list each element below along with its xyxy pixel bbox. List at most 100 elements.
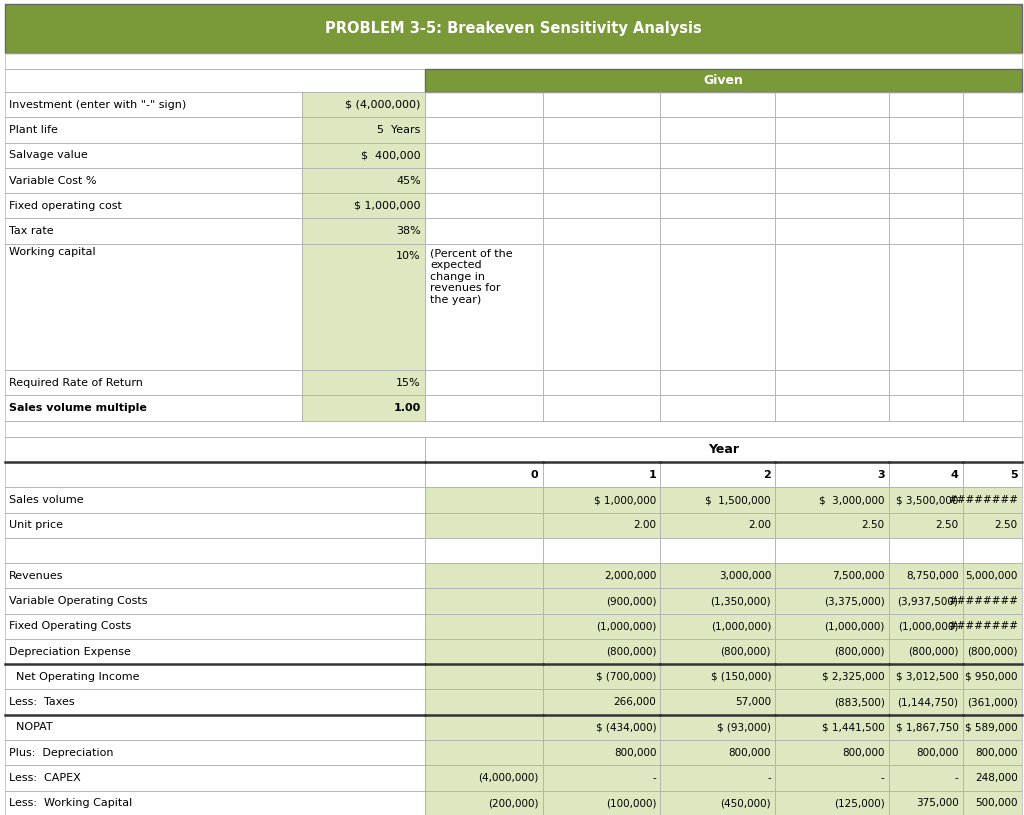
Bar: [963, 143, 1022, 168]
Bar: [660, 740, 775, 765]
Text: $ 1,000,000: $ 1,000,000: [354, 200, 421, 211]
Bar: [775, 193, 889, 218]
Bar: [302, 193, 425, 218]
Text: (3,375,000): (3,375,000): [824, 596, 885, 606]
Text: 500,000: 500,000: [975, 798, 1018, 808]
Bar: [889, 487, 963, 513]
Bar: [963, 244, 1022, 370]
Bar: [425, 765, 543, 791]
Text: ########: ########: [948, 495, 1018, 505]
Bar: [425, 715, 543, 740]
Text: $ 589,000: $ 589,000: [966, 722, 1018, 733]
Bar: [660, 143, 775, 168]
Bar: [425, 563, 543, 588]
Bar: [543, 513, 660, 538]
Bar: [425, 588, 543, 614]
Text: $ 1,441,500: $ 1,441,500: [822, 722, 885, 733]
Bar: [660, 715, 775, 740]
Text: (1,000,000): (1,000,000): [898, 621, 958, 632]
Bar: [889, 740, 963, 765]
Bar: [775, 614, 889, 639]
Bar: [543, 117, 660, 143]
Bar: [775, 143, 889, 168]
Bar: [775, 487, 889, 513]
Bar: [5, 92, 302, 117]
Bar: [660, 370, 775, 395]
Bar: [889, 92, 963, 117]
Bar: [5, 462, 425, 487]
Bar: [543, 689, 660, 715]
Bar: [5, 53, 1022, 69]
Bar: [543, 715, 660, 740]
Bar: [889, 117, 963, 143]
Bar: [963, 639, 1022, 664]
Bar: [425, 193, 543, 218]
Bar: [425, 168, 543, 193]
Bar: [425, 740, 543, 765]
Text: 1: 1: [648, 469, 656, 480]
Bar: [660, 563, 775, 588]
Text: Depreciation Expense: Depreciation Expense: [9, 646, 131, 657]
Text: 800,000: 800,000: [842, 747, 885, 758]
Bar: [543, 462, 660, 487]
Bar: [425, 664, 543, 689]
Bar: [543, 664, 660, 689]
Bar: [5, 740, 425, 765]
Text: $ (4,000,000): $ (4,000,000): [345, 99, 421, 110]
Bar: [425, 715, 543, 740]
Bar: [963, 538, 1022, 563]
Text: 800,000: 800,000: [613, 747, 656, 758]
Text: 2.50: 2.50: [861, 520, 885, 531]
Bar: [5, 487, 425, 513]
Bar: [775, 218, 889, 244]
Bar: [425, 487, 543, 513]
Text: (3,937,500): (3,937,500): [898, 596, 958, 606]
Bar: [543, 614, 660, 639]
Bar: [963, 370, 1022, 395]
Bar: [425, 563, 543, 588]
Text: (1,000,000): (1,000,000): [596, 621, 656, 632]
Bar: [425, 117, 543, 143]
Bar: [302, 370, 425, 395]
Text: Sales volume multiple: Sales volume multiple: [9, 403, 147, 413]
Text: Net Operating Income: Net Operating Income: [9, 672, 139, 682]
Bar: [963, 740, 1022, 765]
Bar: [5, 715, 425, 740]
Bar: [889, 117, 963, 143]
Bar: [775, 715, 889, 740]
Text: 45%: 45%: [396, 175, 421, 186]
Bar: [963, 715, 1022, 740]
Text: (450,000): (450,000): [721, 798, 771, 808]
Bar: [963, 395, 1022, 421]
Text: Unit price: Unit price: [9, 520, 63, 531]
Bar: [775, 639, 889, 664]
Bar: [543, 563, 660, 588]
Text: 2.50: 2.50: [935, 520, 958, 531]
Bar: [543, 715, 660, 740]
Bar: [5, 69, 425, 92]
Bar: [660, 462, 775, 487]
Bar: [543, 614, 660, 639]
Bar: [775, 370, 889, 395]
Bar: [775, 538, 889, 563]
Bar: [543, 395, 660, 421]
Bar: [775, 765, 889, 791]
Text: -: -: [954, 773, 958, 783]
Text: (883,500): (883,500): [834, 697, 885, 707]
Bar: [660, 791, 775, 815]
Bar: [963, 117, 1022, 143]
Bar: [660, 168, 775, 193]
Bar: [963, 563, 1022, 588]
Bar: [5, 664, 425, 689]
Bar: [5, 218, 302, 244]
Text: Variable Operating Costs: Variable Operating Costs: [9, 596, 147, 606]
Text: (900,000): (900,000): [606, 596, 656, 606]
Bar: [889, 715, 963, 740]
Bar: [963, 513, 1022, 538]
Text: 3: 3: [878, 469, 885, 480]
Bar: [775, 92, 889, 117]
Bar: [5, 395, 302, 421]
Text: 2,000,000: 2,000,000: [604, 570, 656, 581]
Bar: [5, 689, 425, 715]
Bar: [775, 168, 889, 193]
